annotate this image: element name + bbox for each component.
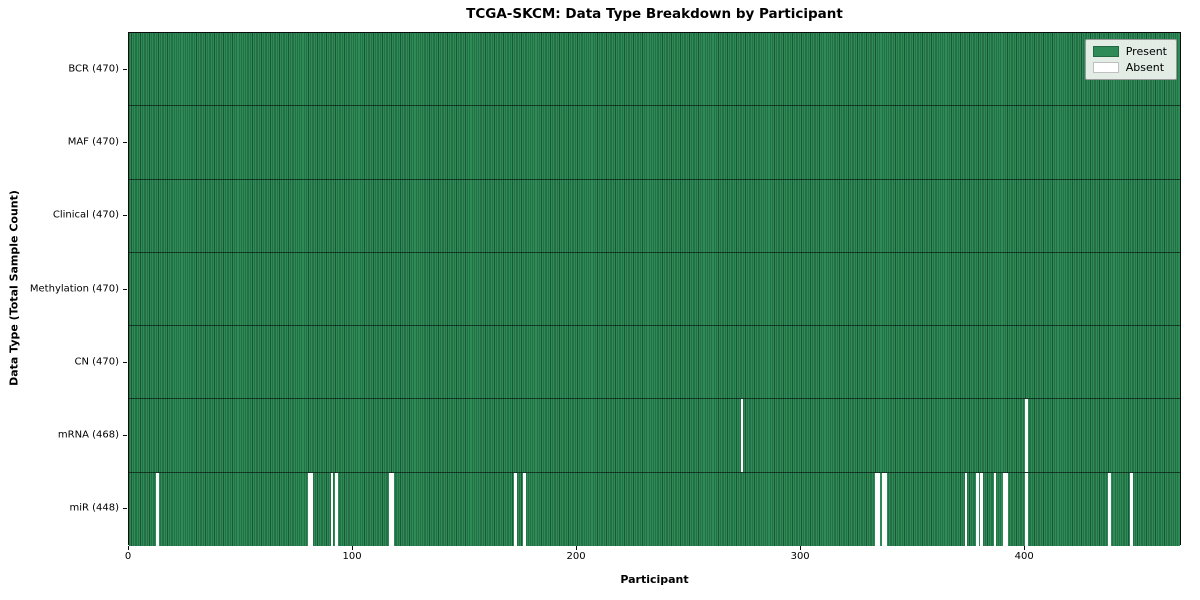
absent-cell [388, 472, 392, 546]
absent-cell [975, 472, 979, 546]
x-tick-mark [576, 546, 578, 550]
legend-entry-absent: Absent [1092, 61, 1167, 74]
y-tick-label: mRNA (468) [57, 429, 119, 441]
absent-cell [1025, 399, 1028, 472]
heatmap-row [129, 106, 1180, 180]
y-tick-label: miR (448) [69, 502, 119, 514]
y-tick-mark [123, 361, 127, 363]
x-tick-label: 300 [790, 551, 810, 562]
absent-cell [391, 472, 394, 546]
x-tick-mark [352, 546, 354, 550]
y-tick-mark [123, 141, 127, 143]
y-tick-mark [123, 68, 127, 70]
chart-title: TCGA-SKCM: Data Type Breakdown by Partic… [466, 6, 843, 22]
heatmap-row [129, 399, 1180, 473]
legend-label-absent: Absent [1125, 61, 1165, 74]
legend-label-present: Present [1125, 45, 1167, 58]
heatmap-row [129, 33, 1180, 107]
absent-cell [993, 472, 997, 546]
absent-cell [875, 472, 878, 546]
absent-cell [980, 472, 983, 546]
absent-cell [1005, 472, 1008, 546]
absent-cell [884, 472, 887, 546]
x-axis-label: Participant [620, 573, 689, 586]
y-tick-label: BCR (470) [68, 63, 119, 75]
x-tick-label: 100 [342, 551, 362, 562]
absent-cell [514, 472, 517, 546]
heatmap-plot-area [128, 32, 1181, 546]
absent-cell [330, 472, 334, 546]
y-tick-mark [123, 435, 127, 437]
absent-cell [1108, 472, 1111, 546]
absent-cell [310, 472, 314, 546]
y-tick-mark [123, 215, 127, 217]
x-tick-label: 400 [1014, 551, 1034, 562]
absent-cell [308, 472, 311, 546]
heatmap-row [129, 326, 1180, 400]
absent-cell [964, 472, 968, 546]
x-tick-mark [128, 546, 129, 550]
y-tick-label: MAF (470) [67, 136, 119, 148]
x-tick-mark [1024, 546, 1026, 550]
absent-cell [523, 472, 526, 546]
heatmap-row [129, 472, 1180, 546]
x-tick-mark [800, 546, 802, 550]
x-tick-label: 0 [124, 551, 132, 562]
legend-entry-present: Present [1092, 45, 1167, 58]
y-tick-mark [123, 288, 127, 290]
heatmap-row [129, 252, 1180, 327]
absent-cell [740, 399, 744, 472]
y-tick-mark [123, 508, 127, 510]
absent-cell [881, 472, 885, 546]
y-tick-label: Clinical (470) [52, 209, 119, 221]
x-tick-label: 200 [566, 551, 586, 562]
y-tick-label: CN (470) [74, 356, 119, 368]
y-tick-label: Methylation (470) [29, 283, 119, 294]
absent-cell [877, 472, 880, 546]
heatmap-row [129, 179, 1180, 253]
absent-cell [155, 472, 159, 546]
absent-cell [335, 472, 338, 546]
absent-cell [1002, 472, 1006, 546]
absent-cell [1130, 472, 1134, 546]
absent-swatch [1092, 62, 1119, 73]
legend: Present Absent [1084, 39, 1177, 80]
present-swatch [1092, 46, 1119, 57]
absent-cell [1025, 472, 1028, 546]
